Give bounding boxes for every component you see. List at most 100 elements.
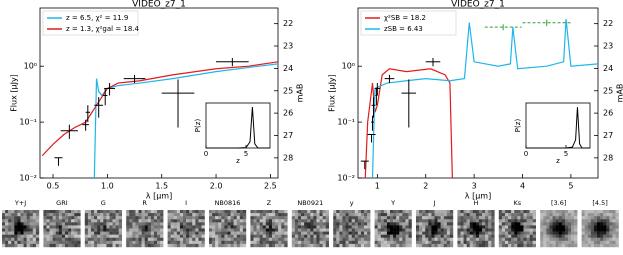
cutout-pixel <box>582 238 585 241</box>
cutout-pixel <box>142 241 145 244</box>
cutout-pixel <box>609 241 612 244</box>
cutout-pixel <box>568 216 571 219</box>
cutout-pixel <box>361 210 364 213</box>
cutout-pixel <box>571 222 574 225</box>
cutout-pixel <box>209 210 212 213</box>
cutout-image <box>375 210 412 247</box>
cutout-pixel <box>113 232 116 235</box>
cutout-pixel <box>556 244 559 247</box>
cutout-pixel <box>260 213 263 216</box>
cutout-pixel <box>56 213 59 216</box>
cutout-pixel <box>499 222 502 225</box>
cutout-pixel <box>157 238 160 241</box>
cutout-pixel <box>46 222 49 225</box>
cutout-pixel <box>517 225 520 228</box>
cutout-pixel <box>298 229 301 232</box>
cutout-label: R <box>142 199 147 207</box>
cutout-pixel <box>275 219 278 222</box>
cutout-pixel <box>174 219 177 222</box>
cutout-pixel <box>502 225 505 228</box>
cutout-pixel <box>606 241 609 244</box>
cutout-pixel <box>284 244 287 247</box>
cutout-pixel <box>71 210 74 213</box>
cutout-pixel <box>126 241 129 244</box>
cutout-pixel <box>160 238 163 241</box>
cutout-pixel <box>594 238 597 241</box>
cutout-pixel <box>189 235 192 238</box>
cutout-pixel <box>234 213 237 216</box>
cutout-pixel <box>399 222 402 225</box>
cutout-pixel <box>482 210 485 213</box>
cutout-pixel <box>50 238 53 241</box>
cutout-pixel <box>546 219 549 222</box>
x-tick-label: 5 <box>568 182 573 191</box>
cutout-pixel <box>171 222 174 225</box>
inset-x-label: z <box>236 157 240 165</box>
cutout-pixel <box>237 222 240 225</box>
cutout-pixel <box>5 216 8 219</box>
cutout-pixel <box>11 225 14 228</box>
cutout-pixel <box>441 244 444 247</box>
cutout-label: Ks <box>513 199 521 207</box>
cutout-pixel <box>603 225 606 228</box>
cutout-pixel <box>24 225 27 228</box>
cutout-pixel <box>192 244 195 247</box>
cutout-pixel <box>215 216 218 219</box>
cutout-pixel <box>250 235 253 238</box>
cutout-pixel <box>240 244 243 247</box>
cutout-pixel <box>109 219 112 222</box>
cutout-pixel <box>431 216 434 219</box>
cutout-pixel <box>333 238 336 241</box>
cutout-pixel <box>565 238 568 241</box>
cutout-pixel <box>364 225 367 228</box>
cutout-pixel <box>467 238 470 241</box>
cutout-pixel <box>21 222 24 225</box>
cutout-pixel <box>473 219 476 222</box>
cutout-pixel <box>148 244 151 247</box>
cutout-pixel <box>257 216 260 219</box>
cutout-pixel <box>342 244 345 247</box>
cutout-pixel <box>464 213 467 216</box>
cutout-pixel <box>50 222 53 225</box>
cutout-pixel <box>378 244 381 247</box>
y-tick-label: 10⁻² <box>337 174 355 183</box>
cutout-pixel <box>425 219 428 222</box>
cutout-pixel <box>384 241 387 244</box>
cutout-pixel <box>278 225 281 228</box>
cutout-pixel <box>316 244 319 247</box>
cutout-pixel <box>50 225 53 228</box>
cutout-pixel <box>231 238 234 241</box>
cutout-pixel <box>91 229 94 232</box>
cutout-pixel <box>135 219 138 222</box>
cutout-pixel <box>508 241 511 244</box>
cutout-pixel <box>591 225 594 228</box>
cutout-pixel <box>606 232 609 235</box>
cutout-pixel <box>603 238 606 241</box>
cutout-pixel <box>320 229 323 232</box>
cutout-pixel <box>298 238 301 241</box>
cutout-pixel <box>435 241 438 244</box>
cutout-pixel <box>215 244 218 247</box>
cutout-pixel <box>313 232 316 235</box>
cutout-pixel <box>168 225 171 228</box>
cutout-pixel <box>275 235 278 238</box>
cutout-pixel <box>425 244 428 247</box>
cutout-pixel <box>416 222 419 225</box>
cutout-pixel <box>218 216 221 219</box>
cutout-pixel <box>553 225 556 228</box>
cutout-pixel <box>485 244 488 247</box>
cutout-pixel <box>416 241 419 244</box>
cutout-pixel <box>135 235 138 238</box>
cutout-pixel <box>56 241 59 244</box>
cutout-pixel <box>488 213 491 216</box>
cutout-pixel <box>316 222 319 225</box>
cutout-pixel <box>109 216 112 219</box>
cutout-pixel <box>266 238 269 241</box>
cutout-pixel <box>597 216 600 219</box>
cutout-pixel <box>21 235 24 238</box>
cutout-pixel <box>2 210 5 213</box>
cutout-pixel <box>603 210 606 213</box>
cutout-pixel <box>431 244 434 247</box>
cutout-pixel <box>224 241 227 244</box>
cutout-pixel <box>151 225 154 228</box>
